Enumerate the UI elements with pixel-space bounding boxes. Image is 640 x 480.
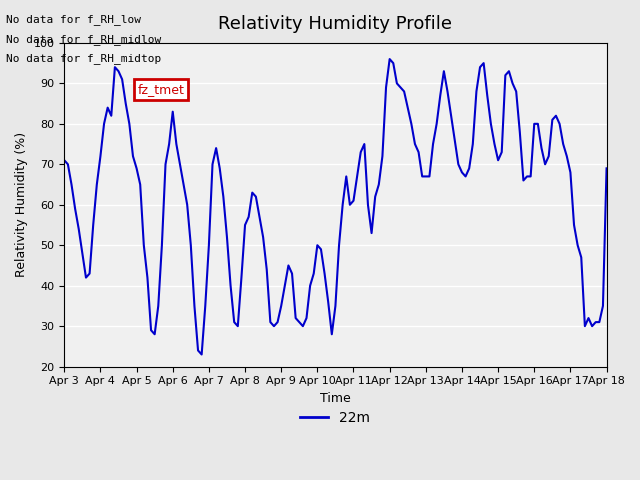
Text: fz_tmet: fz_tmet <box>138 83 184 96</box>
Title: Relativity Humidity Profile: Relativity Humidity Profile <box>218 15 452 33</box>
Legend: 22m: 22m <box>295 406 376 431</box>
Text: No data for f_RH_midtop: No data for f_RH_midtop <box>6 53 162 64</box>
Text: No data for f_RH_low: No data for f_RH_low <box>6 14 141 25</box>
Text: No data for f_RH_midlow: No data for f_RH_midlow <box>6 34 162 45</box>
Y-axis label: Relativity Humidity (%): Relativity Humidity (%) <box>15 132 28 277</box>
X-axis label: Time: Time <box>320 392 351 405</box>
